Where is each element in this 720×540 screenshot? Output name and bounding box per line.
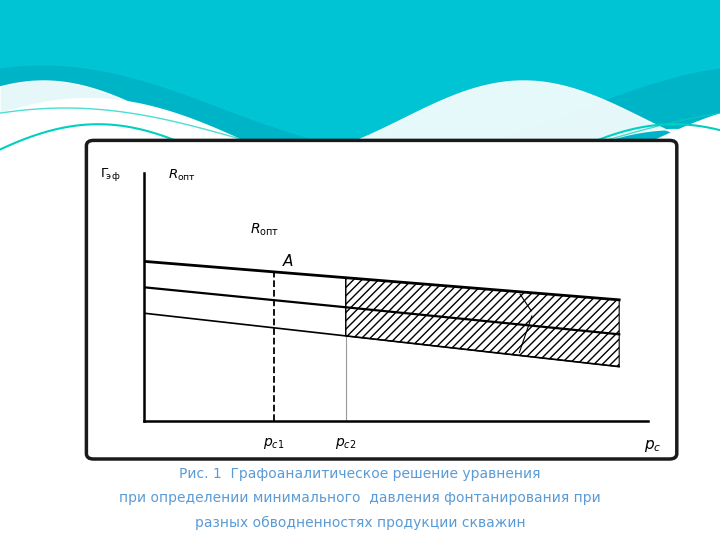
Polygon shape [0,0,720,151]
Polygon shape [0,0,720,205]
Text: $\Gamma_{\!\mathsf{эф}}$: $\Gamma_{\!\mathsf{эф}}$ [99,166,120,184]
Text: $R_{\mathsf{опт}}$: $R_{\mathsf{опт}}$ [168,167,196,183]
Text: $B$: $B$ [388,292,400,308]
Text: $A$: $A$ [282,253,294,269]
Text: Рис. 1  Графоаналитическое решение уравнения: Рис. 1 Графоаналитическое решение уравне… [179,467,541,481]
Text: $R_{\mathsf{опт}}$: $R_{\mathsf{опт}}$ [250,221,279,238]
Text: $p_{c1}$: $p_{c1}$ [263,436,284,451]
Text: $p_c$: $p_c$ [644,438,662,455]
Text: $p_{c2}$: $p_{c2}$ [335,436,356,451]
Text: разных обводненностях продукции скважин: разных обводненностях продукции скважин [194,516,526,530]
Text: при определении минимального  давления фонтанирования при: при определении минимального давления фо… [119,491,601,505]
Text: $\Gamma_{\!\mathsf{эф}}$: $\Gamma_{\!\mathsf{эф}}$ [538,304,559,322]
Polygon shape [0,134,432,540]
